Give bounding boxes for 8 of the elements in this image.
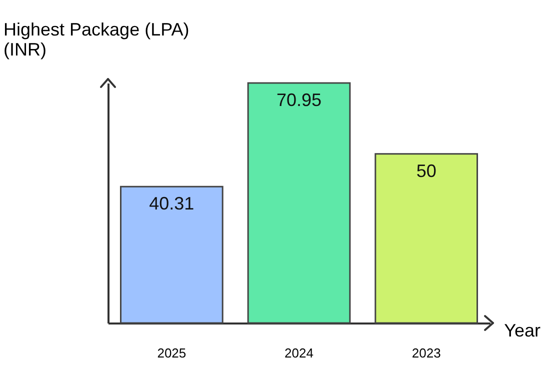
x-axis-title: Year (504, 320, 540, 340)
data-label: 50 (416, 160, 436, 181)
y-axis-title: Highest Package (LPA) (INR) (4, 20, 190, 60)
x-tick-label: 2023 (412, 346, 441, 360)
data-label: 70.95 (276, 90, 322, 110)
x-tick-label: 2024 (284, 346, 314, 360)
x-tick-label: 2025 (157, 346, 186, 360)
data-label: 40.31 (149, 194, 194, 214)
